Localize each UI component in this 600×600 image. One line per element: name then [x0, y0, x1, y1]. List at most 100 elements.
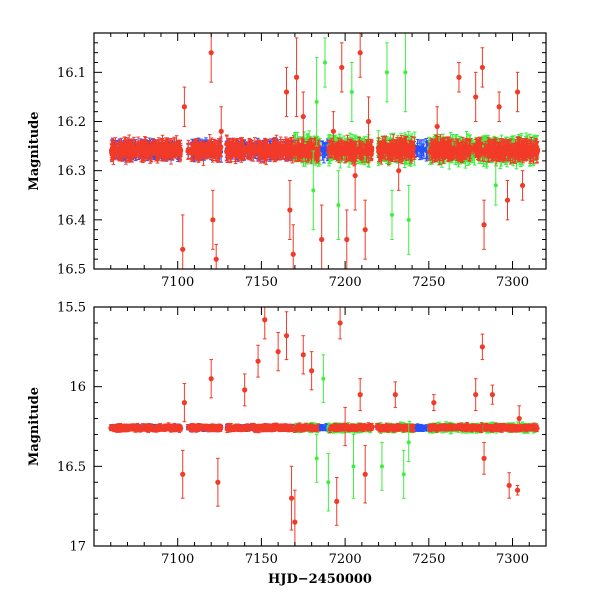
- x-tick-label: 7200: [329, 552, 362, 567]
- data-point: [171, 147, 178, 159]
- data-points: [108, 33, 541, 269]
- data-point: [290, 224, 296, 269]
- data-point: [406, 184, 411, 255]
- data-point: [156, 425, 162, 431]
- data-point: [287, 180, 293, 240]
- y-tick-label: 16.3: [57, 164, 86, 179]
- x-tick-label: 7300: [496, 275, 529, 290]
- data-point: [314, 433, 319, 483]
- data-point: [479, 333, 485, 361]
- data-point: [180, 449, 186, 499]
- data-point: [337, 307, 343, 340]
- data-point: [401, 449, 406, 499]
- data-point: [514, 484, 521, 496]
- data-point: [344, 209, 350, 269]
- y-axis-label: Magnitude: [27, 111, 42, 190]
- data-point: [258, 423, 264, 430]
- data-point: [208, 359, 214, 399]
- data-point: [493, 165, 498, 206]
- data-point: [362, 199, 368, 260]
- panel-1: 7100 7150 7200 7250 7300 16.1 16.2 16.3 16.4 16.5…: [27, 32, 547, 290]
- data-point: [473, 378, 479, 412]
- data-point: [369, 424, 375, 430]
- data-point: [210, 189, 216, 250]
- data-point: [432, 425, 438, 431]
- data-point: [431, 394, 437, 412]
- panel-2: 7100 7150 7200 7250 7300 15.5 16 16.5 17 Magnitud…: [27, 301, 547, 567]
- data-point: [108, 143, 115, 159]
- y-tick-label: 15.5: [57, 301, 86, 316]
- data-point: [519, 170, 526, 201]
- data-point: [473, 71, 479, 122]
- data-point: [507, 426, 513, 432]
- data-point: [276, 423, 283, 430]
- data-point: [180, 214, 186, 269]
- data-point: [514, 71, 521, 113]
- data-point: [283, 311, 290, 361]
- data-point: [126, 144, 132, 158]
- data-point: [205, 140, 211, 159]
- data-point: [528, 425, 534, 431]
- data-point: [456, 62, 462, 93]
- data-point: [144, 426, 150, 433]
- data-point: [479, 47, 485, 88]
- data-point: [349, 62, 354, 122]
- data-point: [215, 457, 221, 507]
- x-tick-label: 7150: [245, 552, 278, 567]
- data-point: [336, 170, 341, 240]
- data-point: [195, 144, 201, 161]
- data-point: [120, 146, 126, 161]
- x-axis-label: HJD−2450000: [268, 572, 372, 587]
- data-point: [181, 382, 187, 423]
- data-point: [111, 426, 117, 432]
- data-point: [496, 91, 502, 122]
- data-point: [362, 445, 368, 504]
- x-tick-label: 7250: [412, 275, 445, 290]
- y-tick-label: 16.2: [57, 115, 86, 130]
- x-tick-label: 7100: [161, 552, 194, 567]
- data-point: [504, 180, 511, 221]
- data-point: [205, 425, 211, 432]
- data-point: [314, 57, 319, 147]
- data-point: [403, 33, 408, 113]
- data-point: [481, 199, 487, 250]
- data-point: [128, 425, 134, 432]
- data-point: [339, 42, 345, 93]
- data-point: [160, 146, 167, 162]
- data-point: [409, 425, 416, 431]
- data-point: [379, 441, 384, 491]
- data-point: [309, 351, 315, 391]
- data-point: [208, 33, 214, 83]
- data-point: [384, 42, 389, 103]
- y-tick-label: 16.1: [57, 66, 86, 81]
- data-point: [357, 378, 363, 412]
- data-point: [197, 140, 204, 155]
- y-tick-label: 16.4: [57, 213, 86, 228]
- data-point: [319, 204, 325, 269]
- data-point: [482, 425, 488, 432]
- data-point: [255, 344, 261, 378]
- x-tick-label: 7250: [412, 552, 445, 567]
- data-point: [156, 137, 162, 158]
- x-tick-label: 7300: [496, 552, 529, 567]
- data-point: [283, 66, 290, 118]
- data-point: [196, 424, 203, 430]
- data-point: [262, 307, 268, 340]
- data-point: [300, 91, 306, 142]
- data-point: [389, 189, 394, 240]
- data-point: [351, 433, 356, 499]
- data-point: [489, 384, 496, 405]
- data-point: [242, 373, 248, 407]
- data-point: [275, 331, 281, 372]
- y-tick-label: 16.5: [57, 460, 86, 475]
- data-point: [213, 144, 219, 159]
- data-point: [473, 423, 479, 430]
- data-point: [334, 476, 340, 526]
- data-point: [132, 142, 138, 159]
- y-tick-label: 16: [69, 380, 86, 395]
- y-tick-label: 16.5: [57, 263, 86, 278]
- data-point: [501, 424, 507, 431]
- x-tick-label: 7100: [161, 275, 194, 290]
- x-tick-label: 7150: [245, 275, 278, 290]
